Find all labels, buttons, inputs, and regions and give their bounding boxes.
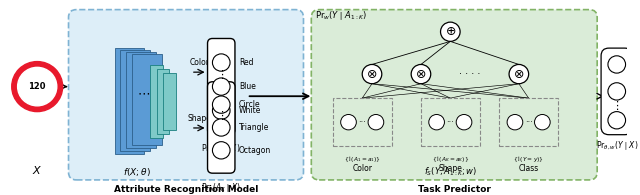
FancyBboxPatch shape (207, 82, 235, 173)
Text: Circle: Circle (239, 100, 260, 109)
Text: $\{\mathbb{1}(A_K = a_K)\}$: $\{\mathbb{1}(A_K = a_K)\}$ (432, 154, 469, 164)
FancyBboxPatch shape (601, 48, 632, 135)
FancyBboxPatch shape (120, 50, 150, 151)
Text: $f(X;\theta)$: $f(X;\theta)$ (123, 166, 151, 178)
Text: ⋮: ⋮ (216, 70, 227, 80)
Circle shape (212, 142, 230, 159)
Circle shape (411, 65, 431, 84)
Text: Shape: Shape (438, 164, 462, 173)
FancyBboxPatch shape (163, 73, 176, 130)
Circle shape (212, 119, 230, 136)
Text: Class: Class (518, 164, 539, 173)
Text: $\oplus$: $\oplus$ (445, 25, 456, 38)
Text: Blue: Blue (239, 82, 256, 91)
Text: Task Predictor: Task Predictor (418, 185, 491, 194)
Circle shape (212, 102, 230, 119)
Text: 120: 120 (28, 82, 46, 91)
Text: Shape: Shape (188, 114, 211, 123)
Text: ···: ··· (525, 118, 532, 127)
Text: $\mathrm{Pr}_{\theta,w}(Y \mid X)$: $\mathrm{Pr}_{\theta,w}(Y \mid X)$ (596, 139, 638, 152)
Text: · · · ·: · · · · (460, 69, 481, 79)
Circle shape (608, 56, 625, 73)
Text: ···: ··· (446, 118, 454, 127)
Text: $\otimes$: $\otimes$ (415, 68, 427, 81)
Text: Red: Red (239, 58, 253, 67)
Text: Color: Color (189, 58, 209, 67)
Text: Attribute Recognition Model: Attribute Recognition Model (114, 185, 258, 194)
Text: $\{\mathbb{1}(A_1 = a_1)\}$: $\{\mathbb{1}(A_1 = a_1)\}$ (344, 154, 381, 164)
Text: Triangle: Triangle (239, 123, 269, 132)
FancyBboxPatch shape (126, 52, 156, 148)
Circle shape (507, 114, 523, 130)
FancyBboxPatch shape (207, 38, 235, 135)
Text: ⋮: ⋮ (611, 101, 622, 111)
Text: $\mathrm{Pr}_{w}(Y \mid A_{1:K})$: $\mathrm{Pr}_{w}(Y \mid A_{1:K})$ (316, 10, 367, 22)
FancyBboxPatch shape (311, 10, 597, 180)
Circle shape (212, 78, 230, 95)
Circle shape (534, 114, 550, 130)
Text: $X$: $X$ (32, 164, 42, 176)
Circle shape (608, 83, 625, 100)
FancyBboxPatch shape (68, 10, 303, 180)
Text: $\otimes$: $\otimes$ (513, 68, 525, 81)
FancyBboxPatch shape (115, 48, 144, 154)
Text: $\otimes$: $\otimes$ (366, 68, 378, 81)
Text: $\mathrm{Pr}_{\theta}(A_1 \mid X)$: $\mathrm{Pr}_{\theta}(A_1 \mid X)$ (202, 142, 241, 155)
Circle shape (12, 62, 63, 112)
Circle shape (368, 114, 384, 130)
Text: White: White (239, 106, 261, 115)
Text: $\mathrm{Pr}_{\theta}(A_K \mid X)$: $\mathrm{Pr}_{\theta}(A_K \mid X)$ (202, 181, 241, 194)
Circle shape (340, 114, 356, 130)
Text: ⋮: ⋮ (215, 102, 227, 115)
Circle shape (212, 54, 230, 71)
Text: $f_S(Y, A_{1:K}; w)$: $f_S(Y, A_{1:K}; w)$ (424, 166, 477, 178)
Circle shape (429, 114, 444, 130)
Text: Octagon: Octagon (239, 146, 271, 155)
Circle shape (608, 112, 625, 129)
Circle shape (456, 114, 472, 130)
Text: ⋮: ⋮ (216, 111, 227, 121)
Circle shape (212, 96, 230, 113)
Circle shape (362, 65, 382, 84)
Text: ⋯: ⋯ (138, 88, 150, 101)
Circle shape (440, 22, 460, 41)
Circle shape (509, 65, 529, 84)
FancyBboxPatch shape (132, 54, 161, 145)
Text: Color: Color (352, 164, 372, 173)
FancyBboxPatch shape (157, 69, 170, 134)
Text: ···: ··· (358, 118, 366, 127)
Text: $\{\mathbb{1}(Y = y)\}$: $\{\mathbb{1}(Y = y)\}$ (513, 154, 544, 164)
FancyBboxPatch shape (150, 66, 163, 138)
Circle shape (18, 67, 57, 106)
